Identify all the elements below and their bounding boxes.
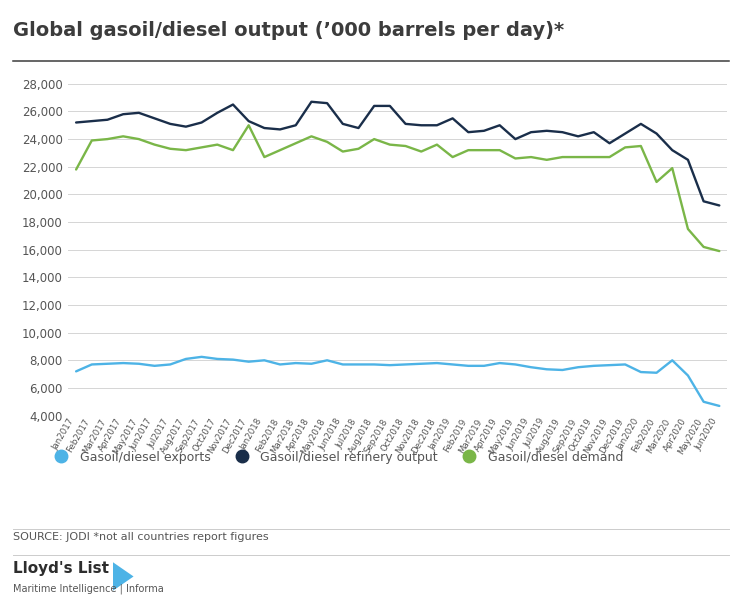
Polygon shape [113, 562, 134, 591]
Text: Maritime Intelligence | Informa: Maritime Intelligence | Informa [13, 583, 164, 594]
Text: SOURCE: JODI *not all countries report figures: SOURCE: JODI *not all countries report f… [13, 532, 269, 542]
Text: Global gasoil/diesel output (’000 barrels per day)*: Global gasoil/diesel output (’000 barrel… [13, 21, 565, 40]
Legend: Gasoil/diesel exports, Gasoil/diesel refinery output, Gasoil/diesel demand: Gasoil/diesel exports, Gasoil/diesel ref… [43, 446, 628, 469]
Text: Lloyd's List: Lloyd's List [13, 561, 109, 576]
